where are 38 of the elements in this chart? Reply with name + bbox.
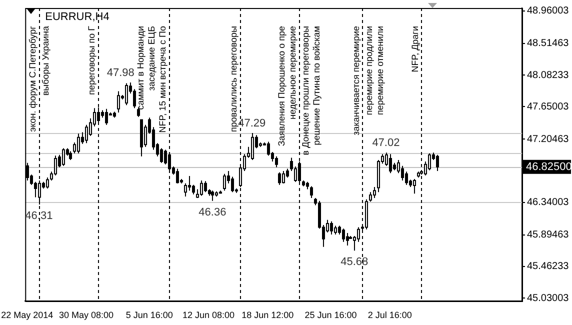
y-tick-label: 45.89463 <box>527 230 570 241</box>
annotation: решение Путина по войскам <box>312 26 322 146</box>
annotation: саммит в Норманди <box>136 26 146 110</box>
annotation: в Донецке прошли переговоры <box>300 26 311 156</box>
annotation: перемирие отменили <box>374 26 385 116</box>
x-tick-label: 2 Jul 16:00 <box>368 310 412 320</box>
y-tick-label: 45.46233 <box>527 261 570 272</box>
annotation: заканчивается перемирие <box>350 26 361 136</box>
annotation: 47.02 <box>372 137 400 150</box>
y-tick-label: 47.65003 <box>527 101 570 112</box>
annotation: заседание ЕЦБ <box>146 26 157 91</box>
annotation: выборы Украина <box>40 26 50 96</box>
y-tick-label: 45.03003 <box>527 292 570 304</box>
annotation: 46.36 <box>198 206 226 218</box>
ref-line-label: 46.82500 <box>526 160 572 173</box>
annotation: Заявления Порошенко о пре <box>276 26 287 146</box>
y-tick-label: 48.51463 <box>527 38 570 50</box>
annotation: NFP, Драги <box>410 26 420 72</box>
annotation: 47.29 <box>238 117 266 130</box>
y-tick-label: 48.96003 <box>527 6 570 17</box>
x-tick-label: 18 Jun 12:00 <box>242 310 294 320</box>
x-tick-label: 5 Jun 16:00 <box>126 310 173 320</box>
y-tick-label: 46.34003 <box>527 197 570 208</box>
x-tick-label: 12 Jun 08:00 <box>182 310 235 320</box>
x-tick-label: 30 May 08:00 <box>58 310 114 320</box>
x-tick-label: 22 May 2014 <box>1 310 54 320</box>
annotation: провалились переговоры <box>228 26 239 132</box>
x-tick-label: 25 Jun 16:00 <box>304 310 357 320</box>
annotation: экон. форум С.Петербург <box>27 25 38 132</box>
y-tick-label: 47.20463 <box>527 134 570 145</box>
annotation: 47.98 <box>106 67 134 80</box>
chart-title: EURRUR,H4 <box>45 11 110 24</box>
annotation: 45.68 <box>340 256 368 268</box>
annotation: переговоры по Г <box>86 26 97 95</box>
annotation: недельное перемирие <box>288 26 298 120</box>
annotation: перемирие продлили <box>364 26 374 116</box>
annotation: NFP, 15 мин встреча с По <box>158 26 168 133</box>
y-tick-label: 48.08233 <box>527 70 570 81</box>
